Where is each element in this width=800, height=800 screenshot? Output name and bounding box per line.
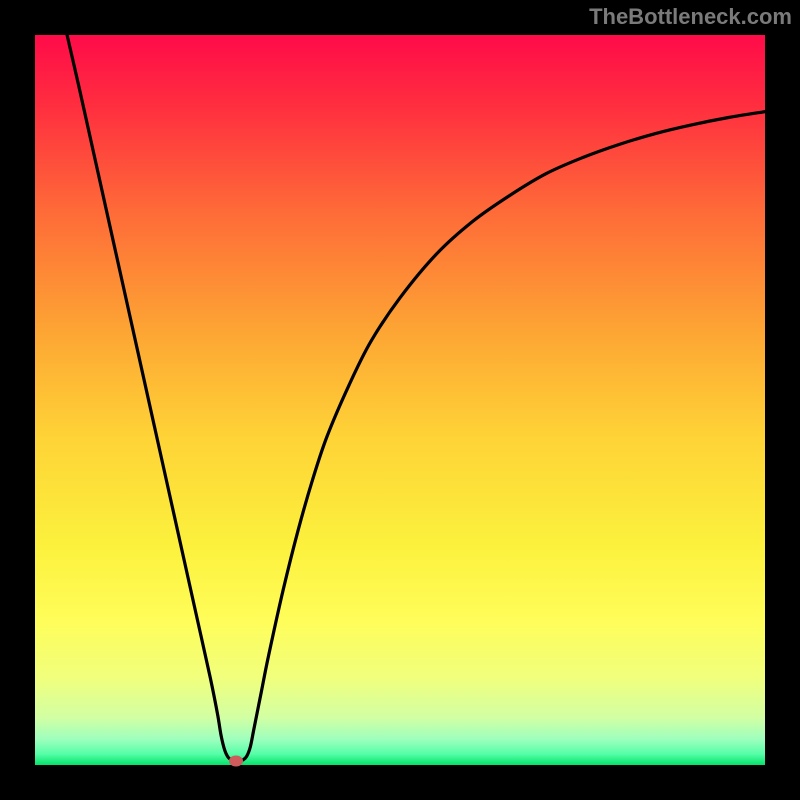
plot-area (35, 35, 765, 765)
bottleneck-curve (64, 35, 765, 761)
curve-svg (35, 35, 765, 765)
optimal-point-marker (229, 755, 243, 766)
watermark-text: TheBottleneck.com (589, 4, 792, 30)
